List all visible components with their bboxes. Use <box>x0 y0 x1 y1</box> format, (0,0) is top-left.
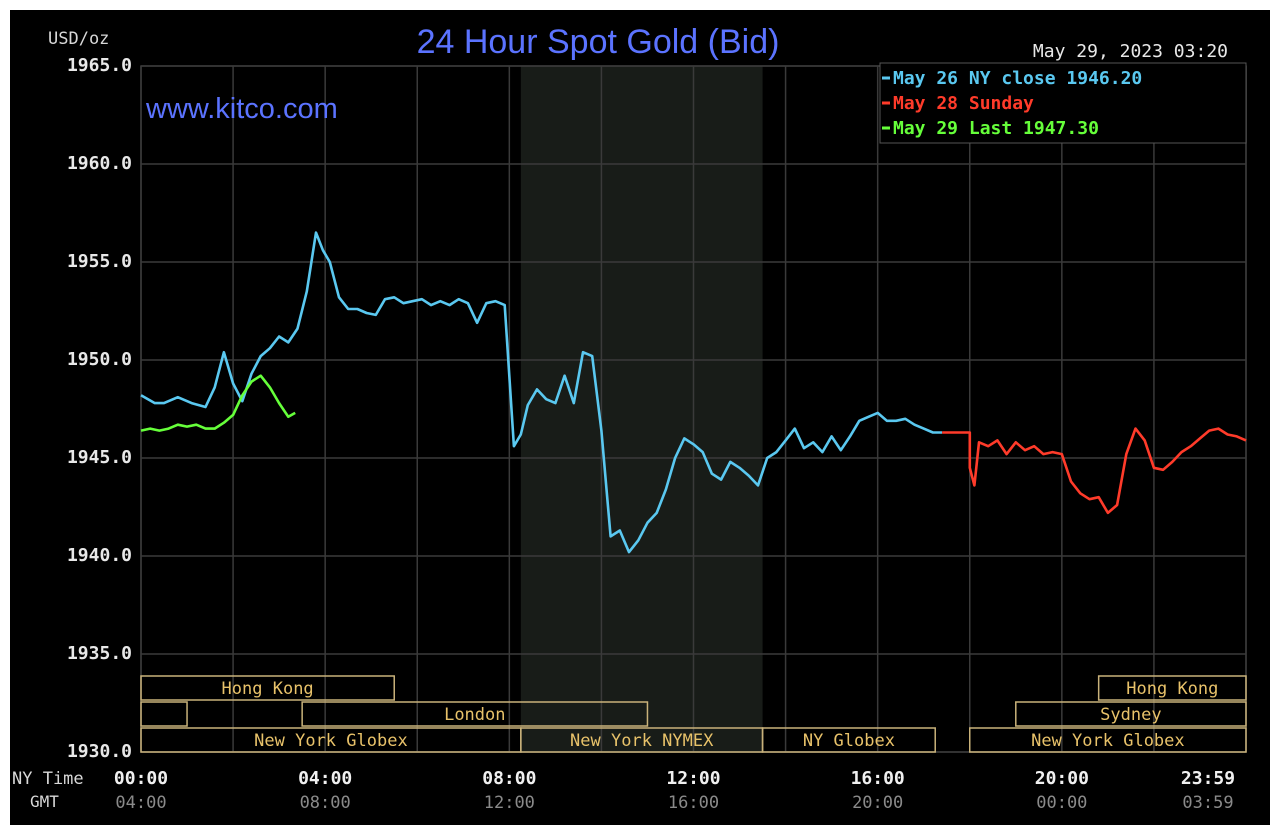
market-session-6: Hong Kong <box>1097 675 1247 701</box>
market-session-label: Sydney <box>1100 705 1161 725</box>
market-session-label: NY Globex <box>803 731 895 751</box>
market-session-box <box>1015 701 1247 727</box>
market-sessions: Hong Kong London New York Globex New York N… <box>140 675 1247 753</box>
y-tick-label: 1950.0 <box>67 349 132 370</box>
market-session-0: Hong Kong <box>140 675 395 701</box>
x-tick-label-ny: 23:59 <box>1181 768 1235 789</box>
legend-entry-may29: May 29 Last 1947.30 <box>893 118 1099 139</box>
market-session-box <box>1097 675 1247 701</box>
market-session-box <box>140 701 188 727</box>
market-session-box <box>969 727 1247 753</box>
market-session-1 <box>140 701 188 727</box>
legend-box <box>879 62 1247 144</box>
market-session-8: New York Globex <box>969 727 1247 753</box>
x-tick-label-ny: 00:00 <box>114 768 168 789</box>
market-session-box <box>761 727 936 753</box>
x-tick-label-gmt: 16:00 <box>668 793 719 813</box>
market-session-label: New York Globex <box>254 731 408 751</box>
market-session-5: NY Globex <box>761 727 936 753</box>
market-session-label: New York NYMEX <box>570 731 714 751</box>
y-tick-label: 1940.0 <box>67 545 132 566</box>
market-session-label: Hong Kong <box>1126 679 1218 699</box>
legend-entry-may28: May 28 Sunday <box>893 93 1034 114</box>
x-axis-ticks: 00:00 04:00 04:00 08:00 08:00 12:00 12:00 16:00… <box>114 768 1235 813</box>
x-row-label-ny: NY Time <box>12 769 84 789</box>
y-tick-label: 1965.0 <box>67 55 132 76</box>
y-tick-label: 1960.0 <box>67 153 132 174</box>
y-tick-label: 1945.0 <box>67 447 132 468</box>
market-session-label: Hong Kong <box>222 679 314 699</box>
market-session-box <box>301 701 649 727</box>
chart-title: 24 Hour Spot Gold (Bid) <box>417 23 780 61</box>
series-line-may28 <box>942 427 1247 515</box>
price-series <box>140 231 1247 554</box>
chart-timestamp: May 29, 2023 03:20 <box>1033 41 1228 62</box>
x-tick-label-gmt: 04:00 <box>115 793 166 813</box>
market-session-label: London <box>444 705 505 725</box>
x-row-label-gmt: GMT <box>30 792 59 811</box>
market-session-box <box>140 675 395 701</box>
watermark-text: www.kitco.com <box>145 93 338 125</box>
series-line-may26 <box>140 231 943 554</box>
y-tick-label: 1955.0 <box>67 251 132 272</box>
nymex-session-shading <box>520 66 763 752</box>
y-tick-label: 1935.0 <box>67 643 132 664</box>
x-tick-label-gmt: 20:00 <box>852 793 903 813</box>
market-session-7: Sydney <box>1015 701 1247 727</box>
y-axis-unit-label: USD/oz <box>48 29 109 49</box>
y-tick-label: 1930.0 <box>67 741 132 762</box>
x-tick-label-ny: 04:00 <box>298 768 352 789</box>
x-tick-label-ny: 12:00 <box>666 768 720 789</box>
series-line-may29 <box>140 374 296 432</box>
x-tick-label-gmt: 03:59 <box>1182 793 1233 813</box>
x-tick-label-ny: 20:00 <box>1035 768 1089 789</box>
x-tick-label-gmt: 08:00 <box>300 793 351 813</box>
y-axis-ticks: 1965.0 1960.0 1955.0 1950.0 1945.0 1940.0 1935… <box>67 55 132 762</box>
chart-legend: May 26 NY close 1946.20 May 28 Sunday Ma… <box>879 62 1247 144</box>
market-session-label: New York Globex <box>1031 731 1185 751</box>
x-tick-label-gmt: 12:00 <box>484 793 535 813</box>
x-tick-label-gmt: 00:00 <box>1036 793 1087 813</box>
market-session-2: London <box>301 701 649 727</box>
legend-entry-may26: May 26 NY close 1946.20 <box>893 68 1142 89</box>
x-tick-label-ny: 16:00 <box>851 768 905 789</box>
x-tick-label-ny: 08:00 <box>482 768 536 789</box>
